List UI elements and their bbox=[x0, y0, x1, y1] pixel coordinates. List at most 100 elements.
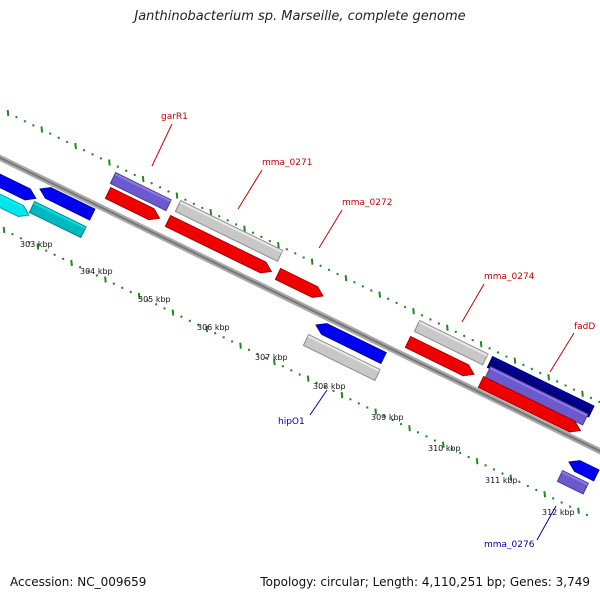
gene-label: garR1 bbox=[161, 112, 188, 122]
tick-mark bbox=[518, 480, 521, 484]
gene-label: mma_0274 bbox=[484, 272, 535, 282]
tick-mark bbox=[543, 491, 547, 498]
tick-mark bbox=[209, 208, 213, 216]
scale-label: 309 kbp bbox=[371, 413, 404, 422]
tick-mark bbox=[395, 301, 398, 305]
gene-leader-line bbox=[536, 505, 557, 541]
scale-label: 304 kbp bbox=[80, 267, 113, 276]
tick-mark bbox=[281, 364, 285, 368]
tick-mark bbox=[260, 235, 263, 239]
scale-label: 311 kbp bbox=[485, 476, 518, 485]
tick-mark bbox=[256, 352, 259, 356]
tick-mark bbox=[112, 282, 116, 285]
tick-mark bbox=[293, 252, 297, 255]
tick-mark bbox=[205, 325, 209, 333]
gene-highlight bbox=[409, 337, 469, 368]
tick-mark bbox=[184, 198, 187, 201]
gene-feature bbox=[104, 186, 161, 221]
gene-leader-line bbox=[549, 332, 575, 373]
tick-mark bbox=[234, 223, 238, 226]
tick-mark bbox=[251, 231, 255, 235]
tick-mark bbox=[48, 132, 52, 135]
tick-mark bbox=[268, 239, 272, 243]
tick-mark bbox=[285, 247, 289, 251]
tick-mark bbox=[104, 276, 107, 283]
tick-mark bbox=[175, 192, 179, 199]
tick-mark bbox=[91, 152, 94, 156]
tick-mark bbox=[551, 497, 555, 500]
scale-label: 308 kbp bbox=[313, 382, 346, 391]
tick-mark bbox=[349, 397, 352, 401]
tick-mark bbox=[133, 173, 136, 177]
tick-mark bbox=[501, 472, 504, 475]
tick-mark bbox=[488, 347, 491, 350]
gene-track bbox=[0, 171, 600, 495]
tick-mark bbox=[213, 331, 217, 335]
tick-mark bbox=[310, 258, 314, 265]
tick-mark bbox=[289, 369, 293, 372]
gene-feature bbox=[315, 323, 387, 365]
tick-mark bbox=[180, 315, 183, 318]
tick-mark bbox=[78, 265, 82, 269]
tick-mark bbox=[492, 468, 496, 471]
tick-mark bbox=[163, 307, 166, 310]
tick-mark bbox=[264, 356, 268, 360]
tick-mark bbox=[450, 447, 454, 451]
tick-mark bbox=[467, 455, 470, 459]
gene-highlight bbox=[0, 194, 24, 208]
tick-mark bbox=[150, 181, 153, 185]
gene-feature bbox=[174, 199, 284, 262]
gene-highlight bbox=[179, 201, 283, 253]
gene-highlight bbox=[49, 188, 95, 212]
gene-label: mma_0272 bbox=[342, 198, 392, 208]
tick-mark bbox=[462, 334, 466, 338]
gene-highlight bbox=[109, 188, 154, 212]
gene-feature bbox=[568, 460, 600, 482]
tick-mark bbox=[327, 268, 331, 272]
tick-mark bbox=[475, 458, 479, 465]
scale-labels: 303 kbp 304 kbp 305 kbp 306 kbp 307 kbp 308 k… bbox=[20, 240, 575, 517]
tick-mark bbox=[382, 414, 386, 418]
tick-mark bbox=[408, 425, 411, 432]
tick-mark bbox=[378, 291, 382, 298]
tick-mark bbox=[2, 226, 6, 234]
gene-highlight bbox=[325, 324, 386, 355]
map-title: Janthinobacterium sp. Marseille, complet… bbox=[134, 9, 466, 24]
tick-mark bbox=[226, 219, 229, 222]
tick-mark bbox=[564, 384, 567, 387]
tick-mark bbox=[366, 406, 369, 409]
tick-mark bbox=[70, 259, 73, 267]
scale-label: 305 kbp bbox=[138, 295, 171, 304]
tick-mark bbox=[442, 441, 445, 448]
tick-mark bbox=[247, 348, 251, 352]
tick-mark bbox=[23, 119, 27, 123]
tick-mark bbox=[82, 148, 86, 152]
tick-mark bbox=[129, 290, 132, 294]
tick-mark bbox=[306, 375, 310, 382]
tick-mark bbox=[298, 373, 301, 376]
tick-mark bbox=[581, 390, 584, 397]
tick-mark bbox=[141, 175, 145, 183]
tick-mark bbox=[344, 275, 348, 282]
gene-highlight bbox=[489, 367, 588, 417]
tick-mark bbox=[416, 431, 420, 434]
tick-mark bbox=[530, 367, 534, 371]
tick-mark bbox=[429, 318, 432, 321]
tick-mark bbox=[40, 126, 44, 133]
gene-feature bbox=[556, 469, 590, 495]
tick-mark bbox=[547, 374, 551, 381]
tick-mark bbox=[137, 292, 141, 300]
tick-mark bbox=[353, 280, 356, 284]
tick-mark bbox=[116, 165, 120, 168]
gene-feature bbox=[302, 333, 381, 382]
scale-label: 303 kbp bbox=[20, 240, 53, 249]
gene-feature bbox=[28, 200, 87, 239]
tick-mark bbox=[197, 323, 200, 327]
tick-mark bbox=[560, 501, 563, 504]
tick-mark bbox=[222, 336, 225, 339]
tick-mark bbox=[243, 225, 246, 232]
tick-mark bbox=[32, 124, 35, 127]
tick-mark bbox=[433, 439, 437, 442]
gene-feature bbox=[413, 319, 489, 366]
